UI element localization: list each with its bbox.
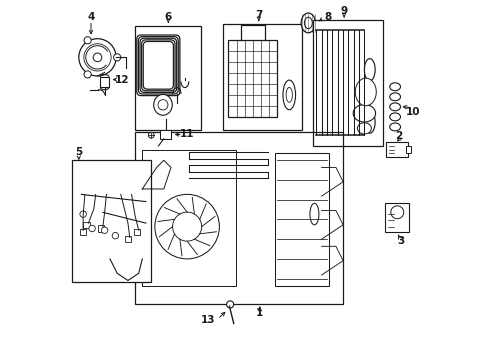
Text: 11: 11 xyxy=(180,130,194,139)
Bar xyxy=(98,225,104,232)
Ellipse shape xyxy=(352,104,375,122)
Text: 1: 1 xyxy=(256,308,263,318)
Circle shape xyxy=(113,54,121,61)
Ellipse shape xyxy=(389,103,400,111)
Ellipse shape xyxy=(355,78,375,106)
Bar xyxy=(274,153,328,286)
Text: 7: 7 xyxy=(255,10,262,20)
Circle shape xyxy=(148,132,154,138)
Circle shape xyxy=(80,211,86,217)
Circle shape xyxy=(93,53,102,62)
Text: 8: 8 xyxy=(324,12,331,22)
Ellipse shape xyxy=(301,13,315,33)
Circle shape xyxy=(390,206,403,219)
Bar xyxy=(160,130,171,139)
Text: 13: 13 xyxy=(200,315,215,325)
Bar xyxy=(228,40,277,117)
Text: 12: 12 xyxy=(114,75,129,85)
Circle shape xyxy=(101,227,108,234)
Bar xyxy=(384,203,408,232)
Bar xyxy=(83,222,90,228)
Bar xyxy=(72,160,151,282)
Text: 4: 4 xyxy=(87,12,95,22)
Text: 10: 10 xyxy=(405,107,420,117)
Text: 2: 2 xyxy=(394,131,402,141)
Bar xyxy=(223,24,301,130)
Bar xyxy=(80,229,86,235)
Ellipse shape xyxy=(389,123,400,131)
Bar xyxy=(142,149,235,286)
Ellipse shape xyxy=(153,94,172,115)
Bar xyxy=(100,77,109,87)
Bar xyxy=(133,229,140,235)
Bar xyxy=(405,146,410,153)
Circle shape xyxy=(84,71,91,78)
Ellipse shape xyxy=(283,80,295,110)
Text: 3: 3 xyxy=(396,236,403,246)
Circle shape xyxy=(84,37,91,44)
Ellipse shape xyxy=(309,203,318,225)
Text: 9: 9 xyxy=(340,6,347,17)
Circle shape xyxy=(89,225,95,232)
Circle shape xyxy=(226,301,233,308)
Bar xyxy=(386,142,407,157)
Circle shape xyxy=(112,233,119,239)
Bar xyxy=(312,21,382,146)
Bar xyxy=(124,236,131,243)
Ellipse shape xyxy=(389,93,400,101)
Ellipse shape xyxy=(389,83,400,91)
Ellipse shape xyxy=(158,100,167,110)
Ellipse shape xyxy=(357,123,370,134)
Ellipse shape xyxy=(389,113,400,121)
Ellipse shape xyxy=(304,17,312,29)
Ellipse shape xyxy=(285,87,292,102)
Text: 6: 6 xyxy=(164,12,172,22)
Circle shape xyxy=(79,39,116,76)
Text: 5: 5 xyxy=(75,147,82,157)
Bar xyxy=(135,26,201,130)
Bar xyxy=(135,132,343,304)
